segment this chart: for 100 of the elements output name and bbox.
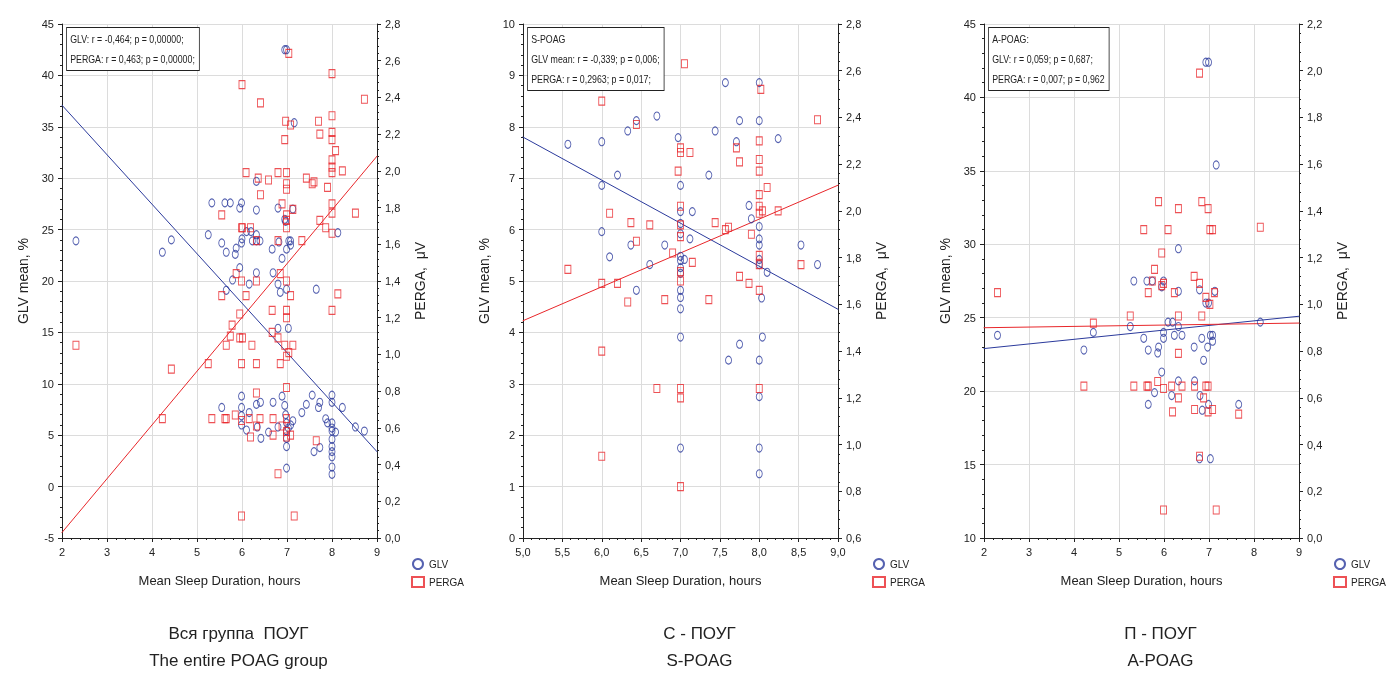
point: [1191, 381, 1199, 391]
y2-tick-label: 0,6: [385, 421, 401, 434]
x-tick-label: 9,0: [830, 545, 846, 558]
point: [1178, 330, 1186, 340]
point: [677, 143, 684, 153]
y2-tick-label: 1,0: [385, 348, 401, 361]
y2-tick-label: 0,4: [385, 458, 401, 471]
point: [598, 137, 606, 147]
point: [632, 236, 640, 246]
point: [598, 346, 606, 356]
point: [1126, 322, 1134, 332]
point: [755, 234, 763, 244]
point: [1178, 381, 1186, 391]
y-tick-label: 2: [508, 429, 515, 442]
point: [688, 257, 696, 267]
point: [1204, 342, 1212, 352]
point: [627, 218, 635, 228]
y-tick-label: 15: [41, 326, 54, 339]
point: [755, 250, 763, 260]
text: Вся группа ПОУГ: [168, 624, 309, 643]
point: [1235, 409, 1243, 419]
y-tick-label: -5: [44, 532, 54, 544]
x-tick-label: 7: [1205, 545, 1213, 558]
y2-tick-label: 0,2: [1307, 485, 1323, 498]
point: [1158, 248, 1166, 258]
point: [661, 240, 669, 250]
point: [1174, 286, 1182, 296]
point: [725, 222, 733, 232]
point: [1151, 388, 1159, 398]
point: [755, 78, 763, 88]
point: [797, 260, 805, 270]
text: A-POAG: [1127, 651, 1194, 670]
point: [677, 255, 684, 265]
point: [705, 295, 713, 305]
point: [1140, 225, 1148, 235]
point: [677, 332, 684, 342]
point: [1206, 454, 1214, 464]
y2-axis-title: PERGA, μV: [873, 241, 889, 321]
y2-tick-label: 0,8: [385, 385, 401, 398]
text: S-POAG: [666, 651, 733, 670]
text: The entire POAG group: [149, 651, 328, 670]
y2-tick-label: 0,6: [846, 532, 862, 544]
point: [677, 201, 684, 211]
point: [797, 240, 805, 250]
y2-tick-label: 1,6: [385, 238, 401, 251]
y-tick-label: 0: [47, 480, 54, 493]
y2-tick-label: 1,6: [1307, 158, 1323, 171]
point: [1198, 311, 1206, 321]
x-tick-label: 8,0: [751, 545, 767, 558]
point: [1174, 311, 1182, 321]
point: [774, 206, 782, 216]
y-tick-label: 9: [508, 69, 515, 82]
point: [1174, 204, 1182, 214]
point: [1190, 342, 1198, 352]
y2-tick-label: 1,0: [846, 438, 862, 451]
point: [1191, 376, 1199, 386]
y-tick-label: 20: [41, 275, 54, 287]
point: [1206, 225, 1214, 235]
point: [646, 220, 654, 230]
y-axis-title: GLV mean, %: [476, 237, 492, 325]
point: [1155, 342, 1163, 352]
point: [598, 227, 606, 237]
x-tick-label: 5,5: [554, 545, 571, 558]
y2-axis-title: PERGA, μV: [1334, 241, 1350, 321]
y-tick-label: 6: [508, 223, 515, 236]
point: [1144, 399, 1152, 409]
point: [1170, 330, 1178, 340]
point: [755, 136, 763, 146]
point: [564, 264, 572, 274]
point: [646, 260, 654, 270]
y-tick-label: 15: [963, 458, 976, 471]
point: [711, 218, 719, 228]
point: [1140, 333, 1148, 343]
y2-tick-label: 1,8: [1307, 111, 1323, 124]
point: [814, 115, 822, 125]
point: [1209, 336, 1217, 346]
x-tick-label: 2: [980, 545, 988, 558]
point: [598, 96, 606, 106]
point: [1160, 333, 1168, 343]
y-tick-label: 10: [502, 18, 515, 30]
y2-tick-label: 2,8: [846, 18, 862, 30]
point: [1204, 204, 1212, 214]
point: [758, 206, 766, 216]
point: [598, 180, 606, 190]
point: [606, 252, 614, 262]
x-tick-label: 7,0: [672, 545, 689, 558]
point: [732, 137, 740, 147]
point: [1089, 327, 1097, 337]
point: [1169, 407, 1177, 417]
point: [755, 469, 763, 479]
y2-tick-label: 1,4: [1307, 204, 1323, 217]
point: [757, 84, 765, 94]
y2-tick-label: 2,2: [1307, 18, 1323, 30]
y2-tick-label: 1,0: [1307, 298, 1323, 311]
point: [747, 229, 755, 239]
annotation: PERGA: r = 0,2963; p = 0,017;: [531, 72, 651, 86]
point: [755, 285, 763, 295]
y2-tick-label: 2,4: [846, 111, 862, 124]
y-tick-label: 4: [508, 326, 515, 339]
y-tick-label: 40: [963, 91, 976, 104]
